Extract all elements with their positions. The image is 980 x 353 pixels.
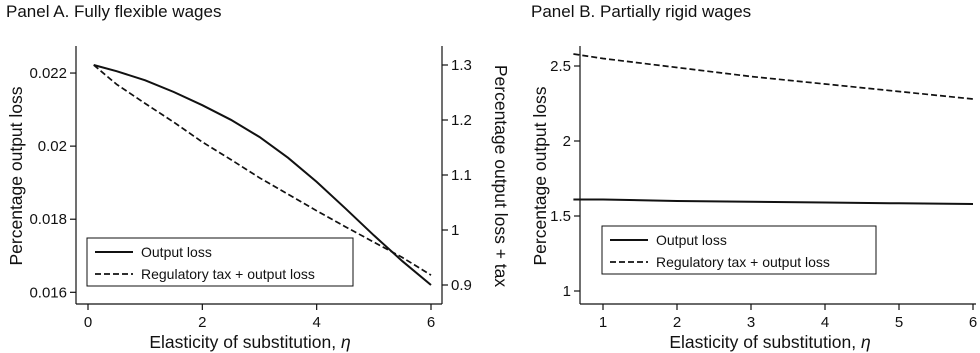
panel-a-y-tick-label: 0.016 bbox=[29, 284, 67, 301]
panel-b-legend bbox=[601, 225, 877, 275]
panel-b-x-axis-label: Elasticity of substitution, η bbox=[669, 332, 870, 352]
panel-a-y-right-tick-label: 1.2 bbox=[451, 112, 472, 129]
panel-b-y-tick-label: 1.5 bbox=[550, 208, 571, 225]
panel-a-x-axis-label: Elasticity of substitution, η bbox=[149, 332, 350, 352]
panel-a-y-axis-label: Percentage output loss bbox=[6, 86, 26, 265]
panel-a-eta-symbol: η bbox=[341, 332, 351, 352]
panel-b-x-tick-label: 6 bbox=[969, 314, 977, 331]
panel-b-series-1-line bbox=[573, 198, 974, 205]
panel-b-eta-symbol: η bbox=[861, 332, 871, 352]
panel-a-y-tick-label: 0.018 bbox=[29, 211, 67, 228]
panel-b-x-tick-label: 4 bbox=[821, 314, 829, 331]
panel-a-y-axis-label-right: Percentage output loss + tax bbox=[491, 65, 511, 288]
panel-b-y-tick-label: 1 bbox=[563, 283, 571, 300]
panel-a-x-tick-label: 6 bbox=[427, 314, 435, 331]
panel-a-x-tick-label: 2 bbox=[198, 314, 206, 331]
panel-a-title: Panel A. Fully flexible wages bbox=[6, 2, 222, 21]
panel-a-legend bbox=[86, 237, 354, 287]
panel-a-y-right-tick-label: 0.9 bbox=[451, 277, 472, 294]
panel-a-y-tick-label: 0.022 bbox=[29, 65, 67, 82]
panel-b-x-tick-label: 1 bbox=[599, 314, 607, 331]
panel-b-series-2-line bbox=[573, 53, 974, 100]
panel-b-x-tick-label: 5 bbox=[895, 314, 903, 331]
panel-b-legend-label-2: Regulatory tax + output loss bbox=[656, 254, 830, 270]
panel-b-x-tick-label: 2 bbox=[673, 314, 681, 331]
panel-a-legend-label-2: Regulatory tax + output loss bbox=[141, 266, 315, 282]
panel-a: 0 2 4 6 0.016 0.018 0.02 0.022 0.9 1 1.1 1.2 1.3 Elas… bbox=[6, 46, 511, 352]
panel-a-series-2-line bbox=[93, 64, 432, 276]
panel-b-x-tick-label: 3 bbox=[747, 314, 755, 331]
panel-a-series-1-line bbox=[93, 64, 432, 286]
panel-b-y-tick-label: 2.5 bbox=[550, 58, 571, 75]
panel-b: 1 2 3 4 5 6 1 1.5 2 2.5 Elasticity of substitution… bbox=[530, 46, 977, 352]
panel-a-y-right-tick-label: 1.3 bbox=[451, 57, 472, 74]
panel-b-y-tick-label: 2 bbox=[563, 133, 571, 150]
panel-a-y-tick-label: 0.02 bbox=[38, 138, 67, 155]
panel-a-y-right-tick-label: 1 bbox=[451, 222, 459, 239]
panel-b-title: Panel B. Partially rigid wages bbox=[531, 2, 752, 21]
panel-a-y-right-tick-label: 1.1 bbox=[451, 167, 472, 184]
panel-a-legend-label-1: Output loss bbox=[141, 244, 212, 260]
panel-a-x-tick-label: 4 bbox=[312, 314, 320, 331]
panel-b-y-axis-label: Percentage output loss bbox=[530, 86, 550, 265]
panel-a-x-tick-label: 0 bbox=[84, 314, 92, 331]
panel-b-legend-label-1: Output loss bbox=[656, 232, 727, 248]
